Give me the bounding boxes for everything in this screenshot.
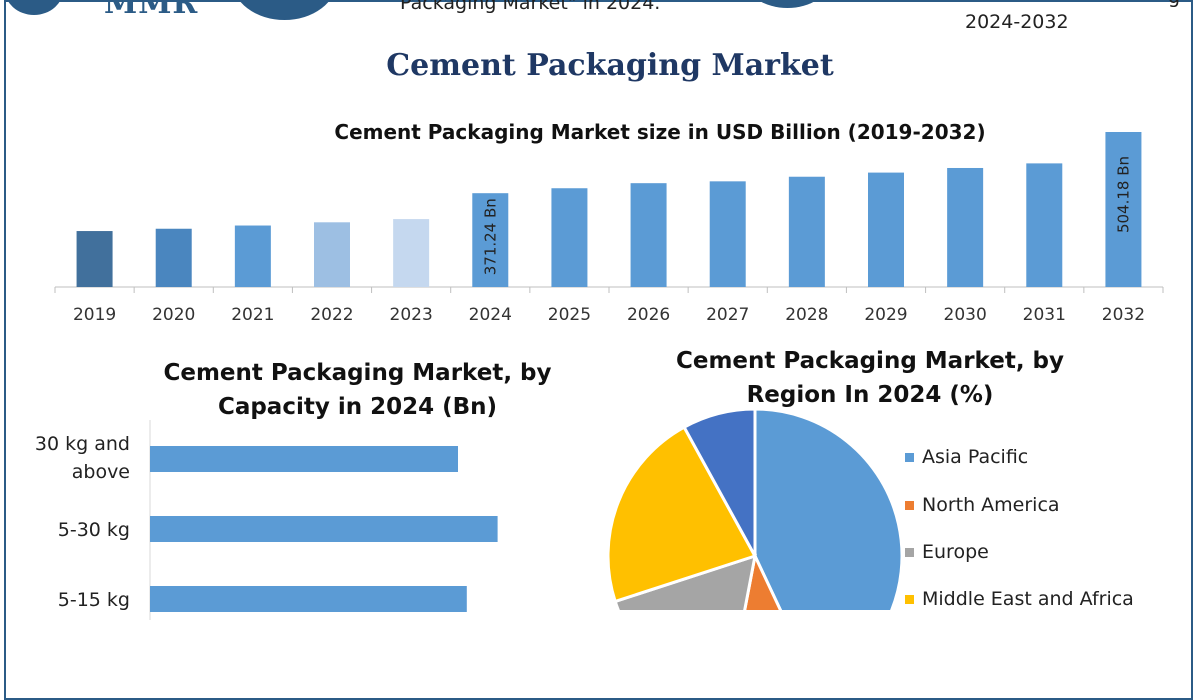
market-size-chart-title: Cement Packaging Market size in USD Bill…	[334, 120, 986, 144]
region-pie-chart	[606, 407, 904, 610]
capacity-bar	[150, 446, 458, 472]
bar-2023	[393, 219, 430, 287]
x-tick-label: 2022	[310, 305, 353, 325]
x-tick-label: 2023	[390, 305, 433, 325]
page-title: Cement Packaging Market	[386, 48, 834, 83]
brand-logo-text: MMR	[104, 0, 199, 21]
x-tick-label: 2025	[548, 305, 591, 325]
legend-swatch	[905, 453, 914, 462]
callout-text-left: Packaging Market" in 2024.	[400, 0, 661, 14]
legend-item-middle-east-africa: Middle East and Africa	[905, 588, 1134, 610]
x-tick-label: 2020	[152, 305, 195, 325]
bar-2025	[551, 188, 588, 287]
x-tick-label: 2028	[785, 305, 828, 325]
pie-slice	[613, 553, 757, 610]
capacity-label: 30 kg and above	[34, 433, 130, 483]
bar-2030	[947, 167, 984, 287]
capacity-bar	[150, 516, 498, 542]
x-tick-label: 2027	[706, 305, 749, 325]
pie-slice	[753, 407, 904, 610]
bar-2031	[1026, 163, 1063, 287]
bar-2021	[234, 225, 271, 287]
legend-item-north-america: North America	[905, 494, 1060, 516]
capacity-bar	[150, 586, 467, 612]
legend-label: North America	[922, 494, 1060, 516]
region-chart-title: Cement Packaging Market, by Region In 20…	[675, 348, 1065, 408]
capacity-label: 5-30 kg	[57, 519, 130, 541]
badge-circle-icon	[745, 0, 830, 8]
bar-data-label: 371.24 Bn	[481, 198, 499, 275]
x-tick-label: 2026	[627, 305, 670, 325]
callout-text-right-line1: g	[830, 0, 1180, 8]
callout-text-right-line2: 2024-2032	[965, 11, 1069, 33]
legend-item-europe: Europe	[905, 541, 989, 563]
pie-slice	[682, 407, 757, 557]
bar-2022	[314, 222, 350, 287]
x-tick-label: 2029	[864, 305, 907, 325]
legend-swatch	[905, 548, 914, 557]
bar-2028	[788, 176, 825, 287]
capacity-label: 5-15 kg	[57, 589, 130, 611]
bar-data-label: 504.18 Bn	[1114, 156, 1132, 233]
bar-2019	[76, 231, 113, 287]
legend-label: Asia Pacific	[922, 446, 1029, 468]
legend-item-asia-pacific: Asia Pacific	[905, 446, 1028, 468]
bar-2032	[1105, 132, 1142, 287]
x-tick-label: 2032	[1102, 305, 1145, 325]
x-tick-label: 2024	[469, 305, 512, 325]
bar-2024	[472, 193, 509, 287]
x-tick-label: 2031	[1023, 305, 1066, 325]
x-tick-label: 2021	[231, 305, 274, 325]
x-tick-label: 2030	[944, 305, 987, 325]
market-size-bar-chart: 2019 2020 2021 2022 2023 2024 371.24 Bn 2025 202…	[54, 132, 1164, 325]
bar-2020	[155, 228, 192, 287]
legend-swatch	[905, 501, 914, 510]
bar-2026	[630, 183, 667, 287]
legend-label: Europe	[922, 541, 989, 563]
capacity-bar-chart	[149, 420, 498, 620]
x-tick-label: 2019	[73, 305, 116, 325]
pie-slice	[606, 425, 758, 604]
legend-label: Middle East and Africa	[922, 588, 1134, 610]
globe-logo-icon	[4, 0, 64, 15]
bar-2027	[709, 181, 746, 287]
bar-2029	[868, 172, 904, 287]
capacity-chart-title: Cement Packaging Market, by Capacity in …	[163, 360, 552, 420]
